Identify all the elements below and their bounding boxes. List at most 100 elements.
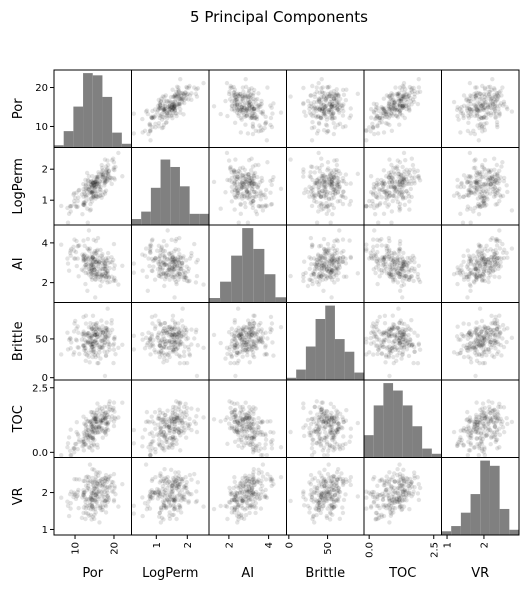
scatter-point	[473, 94, 478, 99]
scatter-point	[95, 174, 100, 179]
scatter-point	[95, 175, 100, 180]
scatter-point	[491, 156, 497, 161]
scatter-point	[319, 108, 325, 114]
scatter-point	[336, 108, 342, 113]
scatter-point	[364, 336, 369, 342]
scatter-point	[171, 94, 177, 99]
scatter-point	[232, 90, 237, 95]
scatter-point	[90, 190, 95, 195]
scatter-point	[88, 201, 93, 207]
scatter-point	[238, 115, 244, 121]
scatter-point	[318, 243, 324, 249]
scatter-point	[312, 125, 317, 130]
scatter-point	[386, 115, 392, 120]
scatter-point	[229, 341, 234, 346]
scatter-point	[258, 109, 263, 115]
scatter-point	[326, 448, 331, 453]
scatter-point	[307, 433, 312, 438]
scatter-point	[81, 202, 86, 207]
scatter-point	[412, 175, 417, 180]
scatter-point	[96, 194, 101, 199]
scatter-point	[256, 103, 262, 108]
scatter-point	[172, 94, 178, 100]
scatter-point	[406, 353, 412, 359]
scatter-point	[331, 111, 336, 116]
scatter-point	[497, 168, 502, 174]
scatter-point	[329, 415, 335, 420]
scatter-point	[482, 185, 488, 190]
scatter-point	[391, 97, 396, 102]
scatter-point	[83, 281, 88, 287]
scatter-point	[89, 277, 95, 282]
scatter-point	[397, 109, 402, 114]
matrix-cells	[53, 69, 520, 536]
scatter-point	[178, 333, 184, 339]
scatter-point	[411, 278, 416, 284]
scatter-point	[104, 167, 109, 172]
scatter-point	[195, 86, 201, 91]
scatter-point	[465, 128, 471, 134]
scatter-point	[176, 89, 181, 94]
scatter-point	[364, 128, 369, 134]
scatter-point	[321, 191, 327, 196]
scatter-point	[393, 106, 398, 111]
scatter-point	[263, 203, 268, 208]
scatter-point	[180, 96, 186, 102]
scatter-point	[240, 110, 245, 115]
scatter-point	[189, 97, 194, 102]
scatter-point	[237, 102, 243, 107]
scatter-point	[166, 109, 172, 114]
scatter-point	[307, 184, 312, 190]
scatter-point	[162, 336, 167, 342]
scatter-point	[256, 193, 262, 199]
scatter-point	[244, 107, 249, 112]
scatter-point	[403, 103, 409, 108]
scatter-point	[150, 108, 155, 114]
scatter-point	[242, 180, 247, 185]
scatter-point	[397, 104, 403, 109]
scatter-point	[461, 93, 467, 98]
scatter-point	[370, 124, 376, 130]
scatter-point	[472, 113, 478, 119]
scatter-point	[397, 98, 402, 103]
scatter-point	[466, 354, 471, 359]
scatter-point	[387, 101, 392, 107]
scatter-point	[482, 121, 487, 127]
scatter-point	[163, 106, 168, 112]
scatter-point	[97, 179, 103, 185]
scatter-point	[93, 179, 98, 184]
scatter-point	[158, 98, 164, 104]
scatter-point	[394, 108, 399, 113]
scatter-point	[314, 131, 320, 136]
scatter-point	[481, 115, 486, 120]
scatter-point	[160, 114, 165, 120]
scatter-point	[89, 271, 94, 276]
scatter-point	[148, 250, 153, 256]
scatter-point	[500, 322, 506, 328]
scatter-point	[322, 113, 327, 118]
scatter-point	[301, 425, 306, 430]
histogram-bar	[431, 453, 442, 458]
scatter-point	[163, 439, 169, 445]
scatter-point	[252, 115, 257, 121]
scatter-point	[474, 92, 479, 98]
scatter-point	[167, 100, 172, 106]
scatter-point	[373, 107, 378, 113]
scatter-point	[401, 94, 406, 99]
scatter-point	[254, 114, 260, 120]
cell-toc-vs-por	[53, 379, 132, 458]
scatter-point	[228, 167, 233, 172]
scatter-point	[477, 360, 482, 366]
scatter-point	[471, 128, 476, 133]
scatter-point	[493, 262, 498, 267]
scatter-point	[256, 425, 262, 430]
scatter-point	[314, 89, 319, 94]
scatter-point	[496, 93, 501, 99]
scatter-point	[93, 415, 98, 420]
scatter-point	[481, 107, 487, 113]
scatter-point	[477, 173, 483, 178]
scatter-point	[91, 188, 96, 194]
scatter-point	[411, 85, 416, 91]
scatter-point	[492, 274, 497, 279]
scatter-point	[312, 272, 317, 277]
